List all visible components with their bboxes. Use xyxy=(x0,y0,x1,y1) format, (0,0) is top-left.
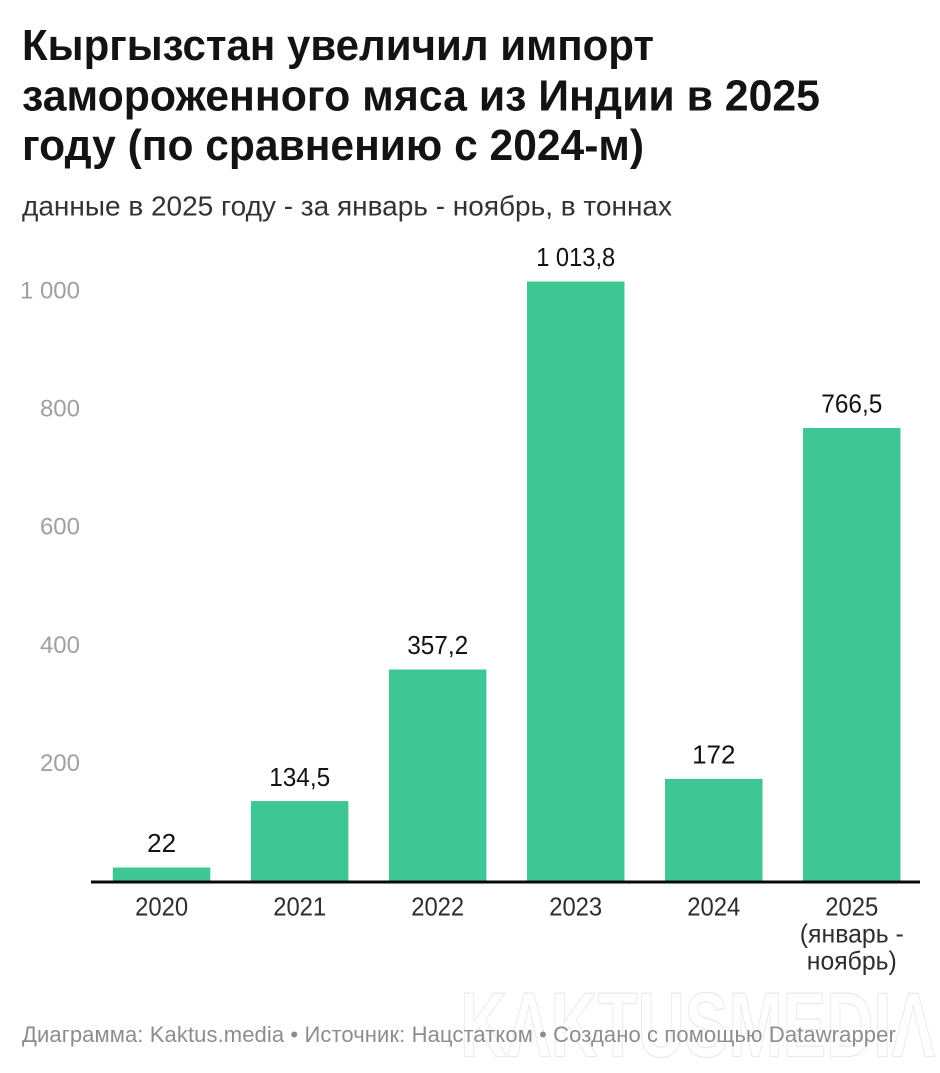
svg-text:2024: 2024 xyxy=(687,892,740,922)
svg-text:22: 22 xyxy=(147,828,176,858)
svg-text:134,5: 134,5 xyxy=(269,762,330,792)
svg-text:400: 400 xyxy=(40,632,80,659)
svg-text:766,5: 766,5 xyxy=(821,389,882,419)
svg-text:2022: 2022 xyxy=(411,892,464,922)
svg-text:800: 800 xyxy=(40,396,80,423)
svg-text:KΛKTUSMEDIΛ: KΛKTUSMEDIΛ xyxy=(460,975,935,1069)
svg-text:172: 172 xyxy=(692,740,735,770)
svg-text:данные в 2025 году - за январь: данные в 2025 году - за январь - ноябрь,… xyxy=(22,191,672,222)
svg-text:2020: 2020 xyxy=(135,892,188,922)
svg-text:Диаграмма: Kaktus.media • Исто: Диаграмма: Kaktus.media • Источник: Нацс… xyxy=(22,1022,896,1047)
svg-text:Кыргызстан увеличил импорт: Кыргызстан увеличил импорт xyxy=(22,21,654,70)
svg-text:2021: 2021 xyxy=(273,892,326,922)
svg-text:(январь -: (январь - xyxy=(800,918,904,948)
svg-text:1 000: 1 000 xyxy=(20,278,80,305)
svg-text:200: 200 xyxy=(40,750,80,777)
svg-text:2023: 2023 xyxy=(549,892,602,922)
svg-text:2025: 2025 xyxy=(825,892,878,922)
svg-text:1 013,8: 1 013,8 xyxy=(536,242,615,272)
svg-text:замороженного мяса из Индии в: замороженного мяса из Индии в 2025 xyxy=(22,71,820,120)
svg-text:600: 600 xyxy=(40,514,80,541)
svg-text:году (по сравнению с 2024-м): году (по сравнению с 2024-м) xyxy=(22,121,644,170)
svg-text:ноябрь): ноябрь) xyxy=(807,945,897,975)
svg-text:357,2: 357,2 xyxy=(407,630,468,660)
